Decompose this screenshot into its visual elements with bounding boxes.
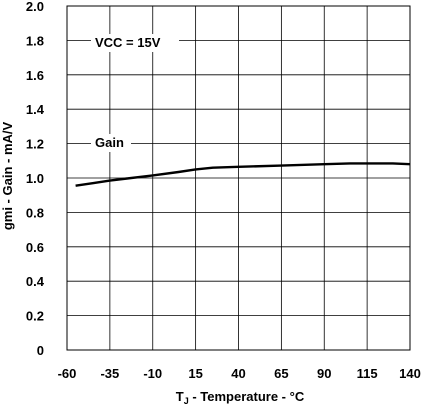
y-tick-label: 1.6 <box>26 68 44 83</box>
condition-annotation: VCC = 15V <box>95 35 161 50</box>
annotations: VCC = 15V Gain <box>91 34 179 152</box>
series-annotation: Gain <box>95 135 124 150</box>
x-tick-label: 65 <box>274 366 288 381</box>
series-line-gain <box>75 162 411 187</box>
x-tick-label: 90 <box>317 366 331 381</box>
condition-annotation-background <box>91 34 179 52</box>
y-tick-label: 0.8 <box>26 205 44 220</box>
y-tick-label: 0 <box>37 343 44 358</box>
x-axis-label-subscript: J <box>184 396 189 406</box>
x-tick-label: -60 <box>58 366 77 381</box>
x-tick-label: -35 <box>100 366 119 381</box>
series-annotation-background <box>91 134 131 152</box>
y-tick-label: 1.0 <box>26 171 44 186</box>
x-tick-label: 15 <box>188 366 202 381</box>
x-axis-label: TJ - Temperature - °C <box>176 389 305 406</box>
y-axis-label: gmi - Gain - mA/V <box>0 122 15 231</box>
x-tick-label: 115 <box>357 366 378 381</box>
x-axis-label-rest: - Temperature - °C <box>189 389 305 404</box>
y-tick-label: 2.0 <box>26 0 44 14</box>
x-axis-label-main: T <box>176 389 184 404</box>
series-layer <box>75 162 411 187</box>
x-tick-labels: -60 -35 -10 15 40 65 90 115 140 <box>58 366 421 381</box>
y-tick-label: 1.4 <box>26 102 45 117</box>
y-tick-label: 1.8 <box>26 33 44 48</box>
y-tick-label: 0.4 <box>26 274 45 289</box>
grid <box>66 5 411 351</box>
plot-frame <box>66 5 411 351</box>
x-tick-label: -10 <box>143 366 162 381</box>
x-tick-label: 140 <box>399 366 421 381</box>
y-tick-label: 0.6 <box>26 240 44 255</box>
x-tick-label: 40 <box>231 366 245 381</box>
y-tick-labels: 0 0.2 0.4 0.6 0.8 1.0 1.2 1.4 1.6 1.8 2.0 <box>26 0 45 358</box>
y-tick-label: 1.2 <box>26 137 44 152</box>
y-tick-label: 0.2 <box>26 309 44 324</box>
